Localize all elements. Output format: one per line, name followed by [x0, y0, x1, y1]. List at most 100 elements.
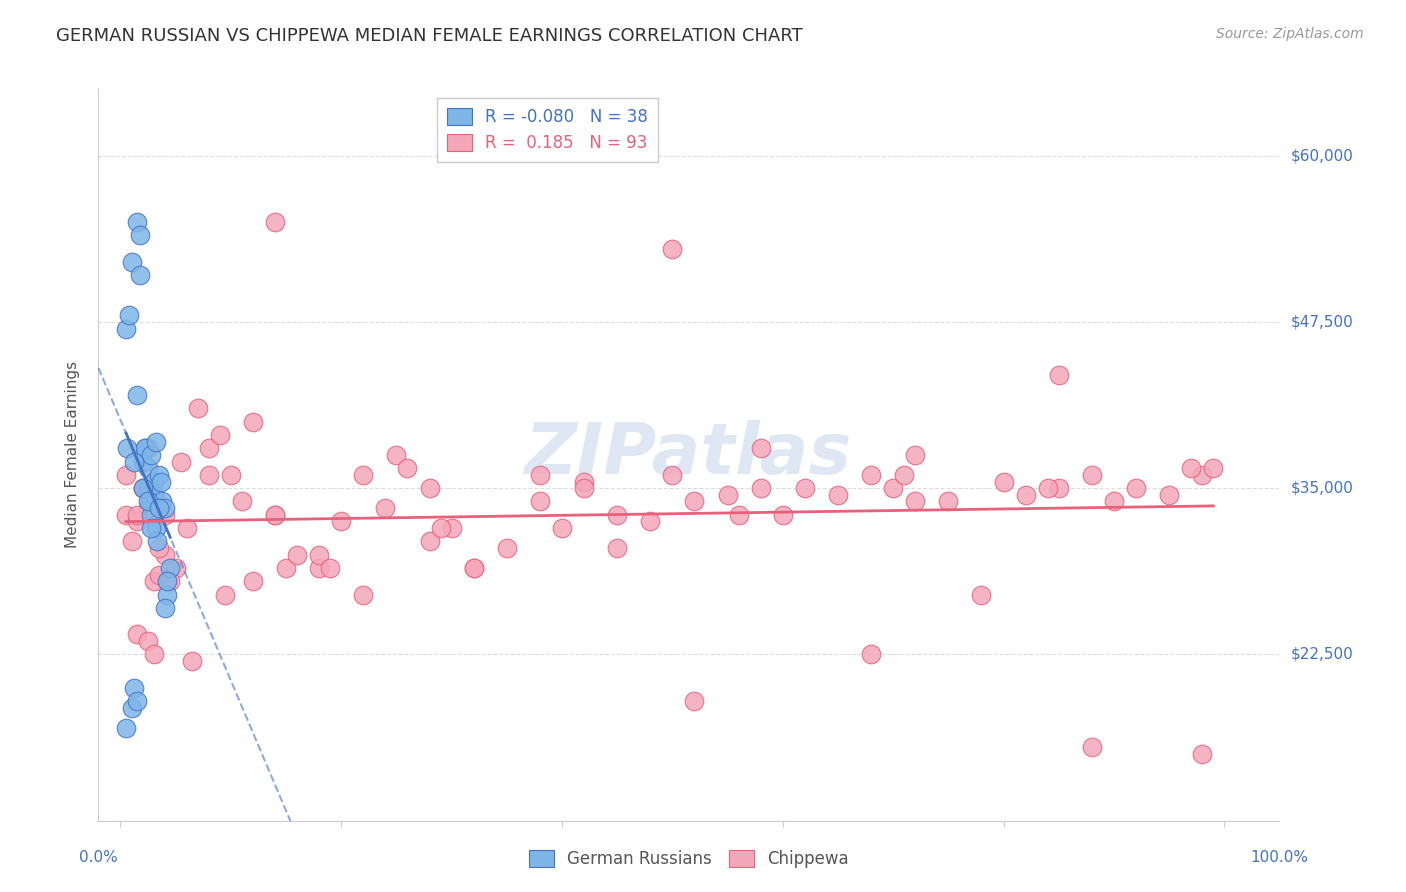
- Point: [374, 501, 396, 516]
- Point: [749, 442, 772, 456]
- Point: [176, 521, 198, 535]
- Point: [134, 442, 156, 456]
- Point: [153, 600, 176, 615]
- Point: [904, 494, 927, 508]
- Point: [156, 588, 179, 602]
- Point: [893, 467, 915, 482]
- Point: [860, 648, 883, 662]
- Point: [198, 467, 221, 482]
- Point: [121, 255, 143, 269]
- Point: [352, 588, 374, 602]
- Point: [264, 508, 287, 522]
- Point: [131, 481, 153, 495]
- Point: [115, 321, 138, 335]
- Point: [136, 501, 159, 516]
- Point: [793, 481, 815, 495]
- Point: [1180, 461, 1202, 475]
- Point: [142, 648, 165, 662]
- Point: [136, 494, 159, 508]
- Point: [419, 481, 441, 495]
- Point: [129, 228, 152, 243]
- Point: [150, 475, 173, 489]
- Point: [529, 494, 551, 508]
- Point: [214, 588, 236, 602]
- Point: [640, 515, 662, 529]
- Point: [125, 215, 148, 229]
- Point: [139, 494, 162, 508]
- Point: [122, 681, 145, 695]
- Point: [153, 501, 176, 516]
- Point: [1191, 467, 1213, 482]
- Point: [1125, 481, 1147, 495]
- Point: [115, 721, 138, 735]
- Text: $35,000: $35,000: [1291, 481, 1354, 496]
- Point: [1202, 461, 1225, 475]
- Point: [772, 508, 794, 522]
- Point: [219, 467, 242, 482]
- Point: [1047, 481, 1070, 495]
- Point: [385, 448, 408, 462]
- Text: 100.0%: 100.0%: [1250, 850, 1309, 865]
- Point: [131, 454, 153, 468]
- Point: [1191, 747, 1213, 761]
- Point: [440, 521, 463, 535]
- Point: [153, 508, 176, 522]
- Point: [141, 508, 163, 522]
- Point: [242, 415, 264, 429]
- Point: [148, 467, 170, 482]
- Point: [661, 242, 683, 256]
- Point: [936, 494, 959, 508]
- Point: [1081, 467, 1104, 482]
- Point: [716, 488, 738, 502]
- Point: [125, 694, 148, 708]
- Text: ZIPatlas: ZIPatlas: [526, 420, 852, 490]
- Point: [115, 508, 138, 522]
- Point: [145, 434, 167, 449]
- Point: [242, 574, 264, 589]
- Point: [115, 442, 138, 456]
- Point: [208, 428, 231, 442]
- Point: [153, 548, 176, 562]
- Point: [274, 561, 297, 575]
- Point: [159, 561, 181, 575]
- Point: [1036, 481, 1059, 495]
- Point: [463, 561, 485, 575]
- Point: [727, 508, 749, 522]
- Point: [134, 442, 156, 456]
- Point: [572, 475, 595, 489]
- Point: [142, 574, 165, 589]
- Point: [264, 215, 287, 229]
- Text: $22,500: $22,500: [1291, 647, 1354, 662]
- Point: [198, 442, 221, 456]
- Point: [308, 548, 330, 562]
- Point: [156, 574, 179, 589]
- Y-axis label: Median Female Earnings: Median Female Earnings: [65, 361, 80, 549]
- Point: [142, 488, 165, 502]
- Point: [121, 700, 143, 714]
- Point: [970, 588, 993, 602]
- Point: [882, 481, 904, 495]
- Point: [121, 534, 143, 549]
- Point: [145, 521, 167, 535]
- Point: [148, 567, 170, 582]
- Point: [187, 401, 209, 416]
- Point: [136, 634, 159, 648]
- Point: [141, 448, 163, 462]
- Point: [159, 574, 181, 589]
- Text: 0.0%: 0.0%: [79, 850, 118, 865]
- Point: [606, 508, 628, 522]
- Point: [125, 388, 148, 402]
- Point: [264, 508, 287, 522]
- Text: Source: ZipAtlas.com: Source: ZipAtlas.com: [1216, 27, 1364, 41]
- Point: [148, 501, 170, 516]
- Point: [131, 481, 153, 495]
- Point: [148, 541, 170, 555]
- Point: [749, 481, 772, 495]
- Point: [495, 541, 517, 555]
- Point: [551, 521, 574, 535]
- Point: [572, 481, 595, 495]
- Point: [118, 308, 141, 322]
- Point: [170, 454, 193, 468]
- Text: $60,000: $60,000: [1291, 148, 1354, 163]
- Point: [330, 515, 353, 529]
